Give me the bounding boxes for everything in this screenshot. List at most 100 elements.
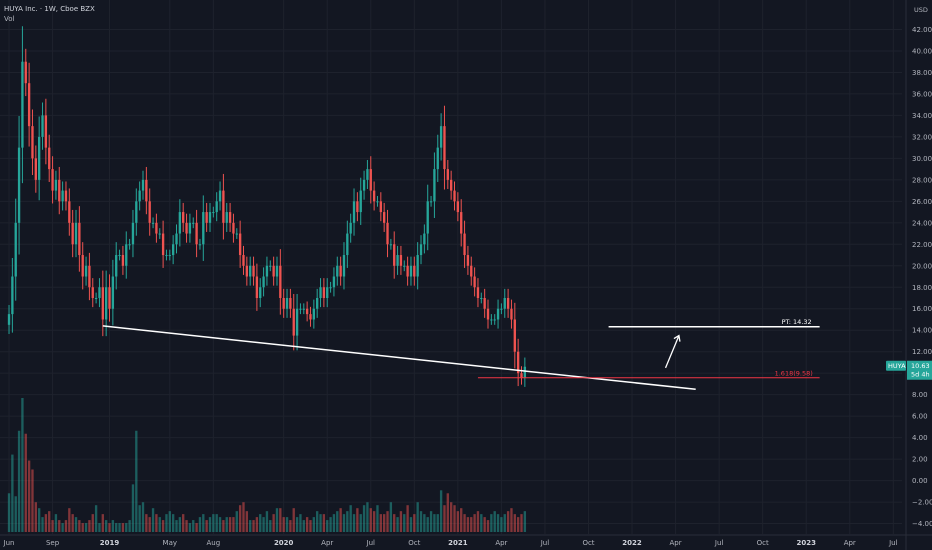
candle-body [446,169,449,180]
time-axis[interactable]: Jun Sep 2019 May Aug 2020 Apr Jul Oct 2021 Apr Jul O… [3,539,898,547]
volume-bar [27,460,31,532]
candle-body [242,255,245,266]
price-axis[interactable]: USD 42.00 40.00 38.00 36.00 34.00 32.00 30.00 2… [912,6,932,528]
volume-bar [322,514,326,532]
volume-indicator-label[interactable]: Vol [4,15,15,23]
volume-bar [155,514,158,532]
candle-body [282,298,285,309]
volume-bar [58,520,61,532]
candle-body [503,298,506,309]
candle-body [58,179,61,202]
symbol-badge-text: HUYA [888,362,906,370]
candle-body [94,298,98,299]
volume-bar [7,493,11,532]
chart-header: HUYA Inc. · 1W, Cboe BZX Vol [4,4,95,24]
volume-bar [225,517,228,532]
volume-bar [135,430,138,532]
candle-body [513,319,516,352]
volume-bar [208,517,212,532]
candle-body [490,319,493,321]
candle-body [252,265,255,277]
volume-bar [362,505,366,532]
candle-body [165,255,168,257]
x-tick-label: 2021 [448,539,468,547]
volume-bar [453,505,456,532]
volume-bar [118,523,121,532]
candle-body [322,287,326,298]
candle-body [37,136,41,180]
candle-body [98,287,101,298]
volume-bar [218,517,222,532]
volume-bar [158,517,161,532]
x-tick-label: Oct [408,539,420,547]
volume-bar [336,511,339,532]
candle-body [319,287,322,298]
volume-bar [104,520,108,532]
symbol-badge [886,360,906,371]
candle-body [225,212,228,223]
trendline[interactable] [102,325,696,391]
candle-body [305,308,309,315]
volume-bar [372,511,376,532]
volume-bar [255,517,259,532]
arrow-shaft[interactable] [664,335,680,369]
volume-bar [94,505,98,532]
candle-body [81,255,84,277]
candle-body [419,244,423,256]
candle-body [295,308,299,336]
volume-bar [369,508,372,532]
volume-bar [238,505,242,532]
x-tick-label: May [163,539,177,547]
candle-body [443,126,446,170]
volume-bar [269,520,272,532]
volume-bar [419,511,423,532]
symbol-title[interactable]: HUYA Inc. · 1W, Cboe BZX [4,5,95,13]
volume-bar [359,514,362,532]
candle-body [285,298,289,309]
y-tick-label: 12.00 [912,348,932,356]
volume-bar [493,511,496,532]
x-tick-label: Jul [888,539,898,547]
x-tick-label: Aug [207,539,221,547]
y-tick-label: 14.00 [912,327,932,335]
drawings[interactable]: 1.618(9.58) PT: 14.32 [102,318,820,391]
candle-body [128,244,131,246]
candle-body [399,255,403,266]
volume-bar [470,517,473,532]
candle-body [111,276,115,309]
candle-body [259,287,262,298]
y-tick-label: 40.00 [912,47,932,55]
candle-body [346,233,349,256]
volume-bar [178,517,182,532]
volume-bar [51,520,54,532]
candle-body [222,190,225,223]
volume-bar [228,517,232,532]
candle-body [151,222,155,224]
volume-bar [74,517,78,532]
candle-body [61,190,64,202]
y-tick-label: 20.00 [912,262,932,270]
candle-body [175,233,178,245]
volume-bar [520,514,523,532]
candle-body [161,233,165,256]
candle-body [473,276,476,288]
volume-bar [416,502,419,532]
candle-body [393,244,396,266]
volume-bar [352,514,356,532]
volume-bar [386,511,389,532]
volume-bar [185,520,188,532]
volume-bar [429,511,433,532]
candle-body [506,298,510,309]
candle-body [104,287,108,320]
volume-bar [299,514,302,532]
volume-bar [245,511,249,532]
candle-body [21,61,24,148]
volume-bar [182,514,185,532]
candle-body [198,244,202,246]
volume-bar [131,484,135,532]
y-tick-label: 30.00 [912,155,932,163]
candle-body [84,265,88,277]
volume-bars [7,398,527,532]
volume-bar [48,511,51,532]
